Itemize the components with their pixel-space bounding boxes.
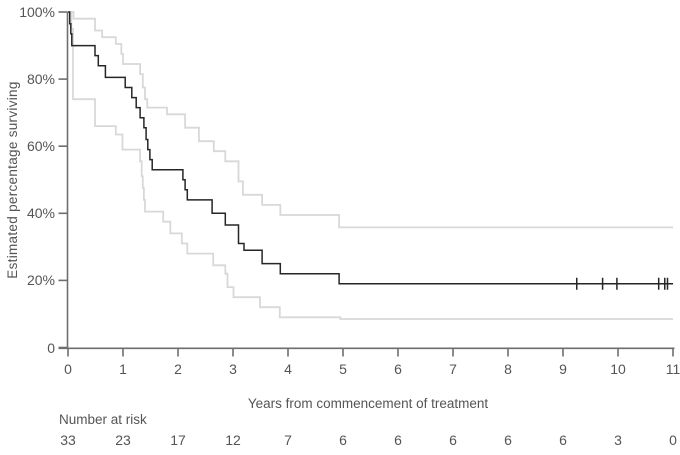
number-at-risk-value: 33 — [60, 432, 76, 448]
number-at-risk-value: 6 — [394, 432, 402, 448]
y-tick-label: 80% — [26, 71, 55, 88]
x-tick-label: 10 — [610, 361, 626, 377]
x-tick-label: 2 — [174, 361, 182, 377]
number-at-risk-value: 7 — [284, 432, 292, 448]
series-lower-95-ci — [68, 11, 673, 320]
x-tick-label: 1 — [119, 361, 127, 377]
x-tick-label: 11 — [665, 361, 680, 377]
x-tick-label: 3 — [229, 361, 237, 377]
number-at-risk-value: 6 — [449, 432, 457, 448]
x-tick-label: 4 — [284, 361, 292, 377]
number-at-risk-value: 17 — [170, 432, 186, 448]
y-tick-label: 0 — [47, 339, 55, 356]
y-tick-label: 100% — [19, 4, 55, 20]
x-axis-title: Years from commencement of treatment — [247, 396, 489, 411]
number-at-risk-value: 6 — [504, 432, 512, 448]
number-at-risk-value: 3 — [614, 432, 622, 448]
x-tick-label: 9 — [559, 361, 567, 377]
x-tick-label: 5 — [339, 361, 347, 377]
number-at-risk-value: 23 — [115, 432, 131, 448]
number-at-risk-value: 0 — [669, 432, 677, 448]
x-tick-label: 8 — [504, 361, 512, 377]
number-at-risk-value: 12 — [225, 432, 241, 448]
number-at-risk-label: Number at risk — [59, 412, 147, 427]
y-tick-label: 20% — [26, 272, 55, 289]
y-tick-label: 40% — [26, 205, 55, 222]
series-km-survival-estimate — [68, 11, 673, 285]
y-tick-label: 60% — [26, 138, 55, 155]
series-upper-95-ci — [68, 11, 673, 229]
x-tick-label: 0 — [64, 361, 72, 377]
x-tick-label: 6 — [394, 361, 402, 377]
x-tick-label: 7 — [449, 361, 457, 377]
number-at-risk-value: 6 — [339, 432, 347, 448]
number-at-risk-value: 6 — [559, 432, 567, 448]
